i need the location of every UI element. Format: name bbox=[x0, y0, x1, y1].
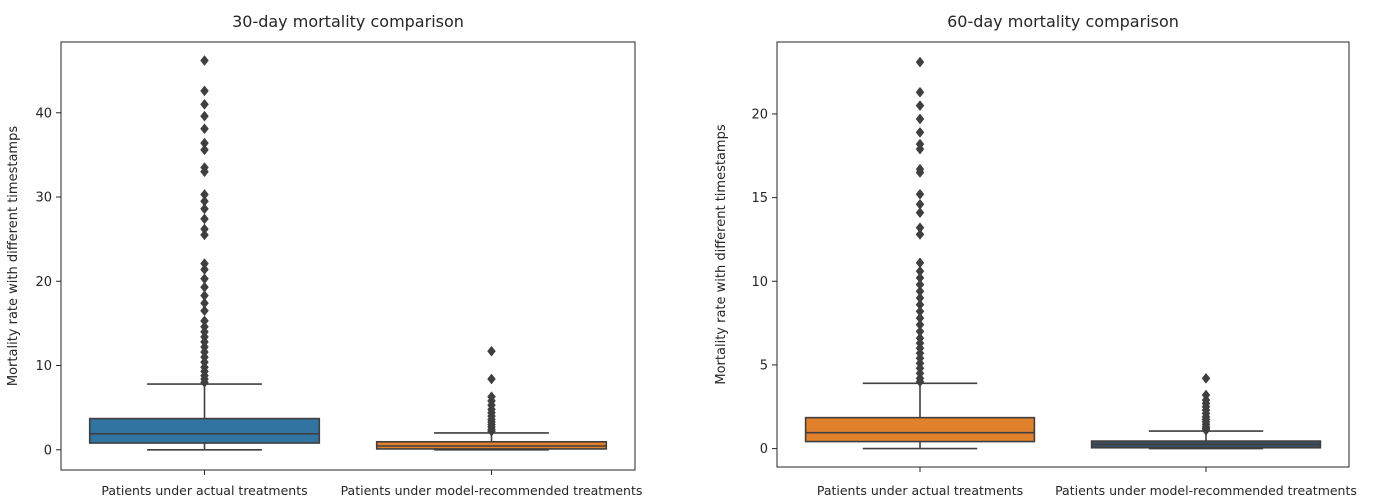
axes-frame bbox=[60, 41, 636, 471]
outlier-marker bbox=[1201, 424, 1211, 436]
outlier-marker bbox=[200, 85, 209, 97]
box-group bbox=[375, 345, 608, 451]
y-tick-label: 20 bbox=[751, 107, 768, 122]
outlier-marker bbox=[200, 110, 209, 122]
box bbox=[804, 416, 1036, 443]
y-axis-label: Mortality rate with different timestamps bbox=[6, 126, 21, 386]
x-tick-label: Patients under model-recommended treatme… bbox=[341, 483, 643, 498]
outlier-marker bbox=[915, 56, 925, 68]
outlier-marker bbox=[915, 143, 925, 155]
outlier-marker bbox=[200, 123, 209, 135]
chart-1: 30-day mortality comparison Mortality rat… bbox=[6, 12, 642, 498]
outlier-marker bbox=[915, 167, 925, 178]
y-tick-label: 0 bbox=[760, 442, 768, 457]
outlier-marker bbox=[915, 188, 925, 200]
outlier-marker bbox=[1201, 372, 1211, 384]
outlier-marker bbox=[200, 55, 209, 66]
y-tick-label: 10 bbox=[751, 275, 768, 290]
outlier-marker bbox=[200, 376, 209, 388]
outlier-marker bbox=[487, 425, 496, 437]
y-tick-label: 15 bbox=[751, 191, 768, 206]
axes-frame bbox=[776, 41, 1350, 468]
chart-title: 30-day mortality comparison bbox=[232, 12, 464, 31]
y-tick-label: 5 bbox=[760, 358, 768, 373]
box-group bbox=[804, 56, 1036, 450]
x-tick-label: Patients under model-recommended treatme… bbox=[1055, 483, 1357, 498]
box-group bbox=[88, 55, 321, 451]
outlier-marker bbox=[200, 213, 209, 225]
outlier-marker bbox=[200, 264, 209, 275]
outlier-marker bbox=[200, 98, 209, 110]
y-tick-label: 40 bbox=[35, 106, 52, 121]
outlier-marker bbox=[915, 100, 925, 111]
outlier-marker bbox=[200, 144, 209, 156]
outlier-marker bbox=[200, 203, 209, 215]
x-tick-label: Patients under actual treatments bbox=[817, 483, 1023, 498]
outlier-marker bbox=[487, 345, 496, 357]
outlier-marker bbox=[915, 113, 925, 125]
outlier-marker bbox=[915, 376, 925, 388]
chart-title: 60-day mortality comparison bbox=[947, 12, 1179, 31]
outlier-marker bbox=[915, 126, 925, 138]
outlier-marker bbox=[200, 229, 209, 241]
y-tick-label: 30 bbox=[35, 191, 52, 206]
outlier-marker bbox=[915, 207, 925, 219]
outlier-marker bbox=[915, 229, 925, 240]
y-axis-label: Mortality rate with different timestamps bbox=[714, 124, 729, 384]
y-tick-label: 0 bbox=[44, 443, 52, 458]
outlier-marker bbox=[915, 86, 925, 98]
box bbox=[88, 417, 321, 444]
outlier-marker bbox=[487, 373, 496, 385]
outlier-marker bbox=[200, 166, 209, 178]
y-tick-label: 10 bbox=[35, 359, 52, 374]
chart-2: 60-day mortality comparison Mortality rat… bbox=[714, 12, 1357, 498]
outlier-marker bbox=[200, 305, 209, 317]
x-tick-label: Patients under actual treatments bbox=[101, 483, 307, 498]
y-tick-label: 20 bbox=[35, 275, 52, 290]
box-group bbox=[1090, 372, 1322, 450]
